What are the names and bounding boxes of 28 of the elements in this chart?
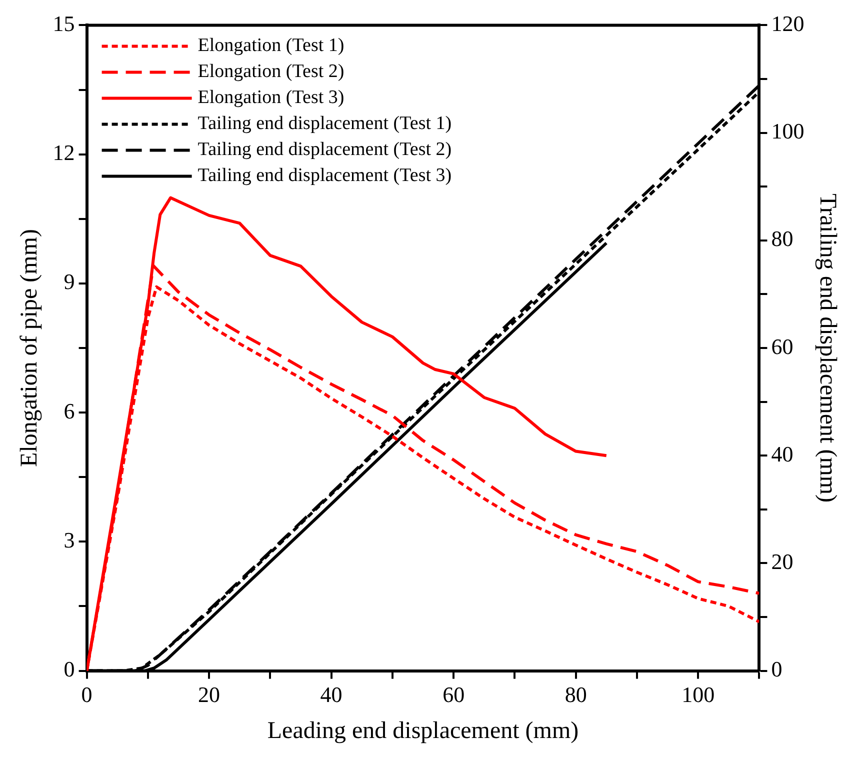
x-tick-label: 100 xyxy=(682,682,715,707)
legend-label: Tailing end displacement (Test 2) xyxy=(198,139,452,160)
y-tick-label: 12 xyxy=(52,140,75,166)
y2-tick-label: 40 xyxy=(771,441,794,466)
x-tick-label: 60 xyxy=(442,682,465,707)
legend-label: Tailing end displacement (Test 1) xyxy=(198,113,452,134)
y-tick-label: 3 xyxy=(64,527,75,552)
y-tick-label: 9 xyxy=(64,269,75,294)
x-tick-label: 40 xyxy=(320,682,342,707)
x-tick-label: 0 xyxy=(81,682,92,707)
y2-tick-label: 0 xyxy=(771,656,782,682)
legend-label: Tailing end displacement (Test 3) xyxy=(198,165,452,186)
y2-tick-label: 120 xyxy=(771,10,804,36)
legend-label: Elongation (Test 2) xyxy=(198,61,344,82)
y2-axis-title: Trailing end displacement (mm) xyxy=(814,193,840,503)
y2-tick-label: 20 xyxy=(771,548,794,574)
x-tick-label: 80 xyxy=(564,682,587,707)
y-tick-label: 6 xyxy=(64,398,75,424)
y2-tick-label: 60 xyxy=(771,334,794,359)
legend-label: Elongation (Test 1) xyxy=(198,35,344,56)
y2-tick-label: 100 xyxy=(771,118,804,144)
y-axis-title: Elongation of pipe (mm) xyxy=(16,229,43,467)
y-tick-label: 15 xyxy=(52,10,75,36)
y2-tick-label: 80 xyxy=(771,226,794,252)
x-axis-title: Leading end displacement (mm) xyxy=(267,718,579,744)
y-tick-label: 0 xyxy=(64,656,75,682)
x-tick-label: 20 xyxy=(198,682,220,707)
legend-label: Elongation (Test 3) xyxy=(198,87,344,108)
